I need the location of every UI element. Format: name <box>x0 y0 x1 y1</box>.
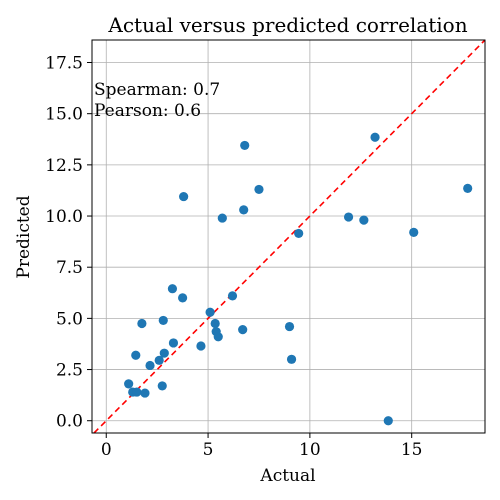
x-tick-label: 10 <box>299 440 321 460</box>
data-point <box>240 140 250 151</box>
data-point <box>205 307 215 317</box>
data-point <box>178 293 188 303</box>
y-tick-label: 17.5 <box>45 54 83 74</box>
data-point <box>217 213 227 223</box>
x-tick-label: 15 <box>401 440 423 460</box>
data-point <box>159 348 169 358</box>
grid-lines <box>92 40 485 433</box>
y-tick-label: 15.0 <box>45 105 83 125</box>
data-point <box>370 132 380 142</box>
data-point <box>213 332 223 342</box>
y-tick-label: 12.5 <box>45 156 83 176</box>
data-point <box>145 360 155 371</box>
plot-frame <box>91 39 486 434</box>
data-point <box>196 341 206 351</box>
data-point <box>409 227 419 238</box>
y-tick-label: 10.0 <box>45 207 83 227</box>
data-point <box>168 338 179 348</box>
data-point <box>179 191 189 202</box>
spearman-annotation: Spearman: 0.7 <box>94 80 220 100</box>
data-point <box>167 284 178 294</box>
pearson-annotation: Pearson: 0.6 <box>94 101 201 121</box>
chart-title: Actual versus predicted correlation <box>107 13 467 37</box>
data-point <box>238 325 248 335</box>
data-point <box>294 228 304 239</box>
data-points <box>124 132 473 426</box>
data-point <box>463 183 473 193</box>
data-point <box>286 354 297 364</box>
data-point <box>284 321 295 332</box>
data-point <box>359 215 369 225</box>
data-point <box>343 212 354 222</box>
y-tick-label: 0.0 <box>56 412 83 432</box>
data-point <box>210 318 220 329</box>
x-axis-label: Actual <box>259 466 315 486</box>
data-point <box>124 379 134 389</box>
data-point <box>137 318 147 329</box>
data-point <box>383 416 393 426</box>
data-point <box>227 291 238 301</box>
data-point <box>131 350 141 360</box>
y-axis-label: Predicted <box>14 195 34 278</box>
x-tick-label: 0 <box>101 440 112 460</box>
data-point <box>157 381 167 391</box>
data-point <box>154 355 164 365</box>
x-tick-label: 5 <box>203 440 214 460</box>
y-axis-ticks: 0.0 2.5 5.0 7.5 10.0 12.5 15.0 17.5 <box>45 54 92 432</box>
y-tick-label: 2.5 <box>56 361 83 381</box>
identity-reference-line <box>93 39 486 434</box>
y-tick-label: 7.5 <box>56 258 83 278</box>
y-tick-label: 5.0 <box>56 309 83 329</box>
data-point <box>158 315 168 326</box>
data-point <box>132 387 142 397</box>
data-point <box>239 205 249 215</box>
data-point <box>140 388 150 398</box>
data-point <box>254 184 264 195</box>
x-axis-ticks: 0 5 10 15 <box>101 433 423 460</box>
